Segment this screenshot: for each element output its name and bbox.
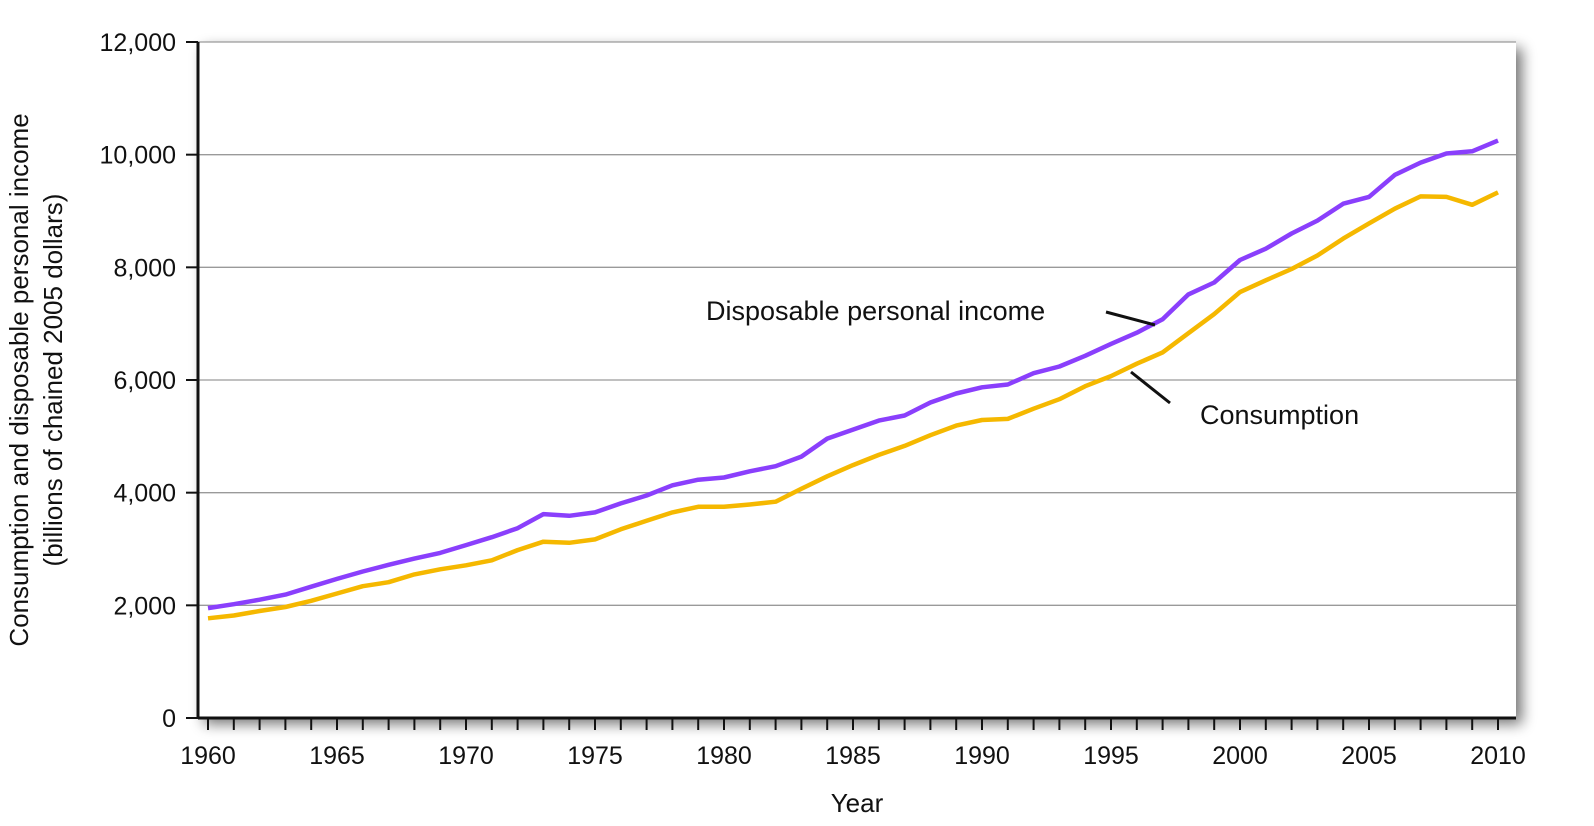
x-tick-label: 1995 [1083,742,1139,770]
x-tick-label: 2010 [1470,742,1526,770]
leader-line-consumption [1130,370,1171,405]
y-tick-label: 2,000 [113,592,176,620]
x-tick-label: 1960 [180,742,236,770]
y-tick-label: 4,000 [113,480,176,508]
x-tick-label: 1975 [567,742,623,770]
y-tick-label: 10,000 [100,142,176,170]
y-axis-title-line2: (billions of chained 2005 dollars) [38,194,68,567]
x-tick-label: 2005 [1341,742,1397,770]
x-tick-label: 1990 [954,742,1010,770]
annotation-consumption: Consumption [1200,400,1359,430]
gridlines [198,41,1516,606]
y-tick-label: 12,000 [100,29,176,57]
series-line-income [207,138,1499,611]
y-tick-label: 6,000 [113,367,176,395]
annotation-income: Disposable personal income [706,296,1045,326]
x-tick-label: 1965 [309,742,365,770]
leader-line-income [1105,310,1156,327]
y-axis-title-line1: Consumption and disposable personal inco… [4,113,34,646]
series-layer [207,138,1499,621]
x-tick-label: 1970 [438,742,494,770]
x-tick-label: 2000 [1212,742,1268,770]
y-tick-label: 0 [162,705,176,733]
x-tick-label: 1985 [825,742,881,770]
series-line-consumption [207,190,1499,621]
x-axis-title: Year [831,788,884,818]
ticks: 0 2,000 4,000 6,000 8,000 10,000 12,000 1960 196… [100,29,1526,770]
y-tick-label: 8,000 [113,254,176,282]
x-tick-label: 1980 [696,742,752,770]
